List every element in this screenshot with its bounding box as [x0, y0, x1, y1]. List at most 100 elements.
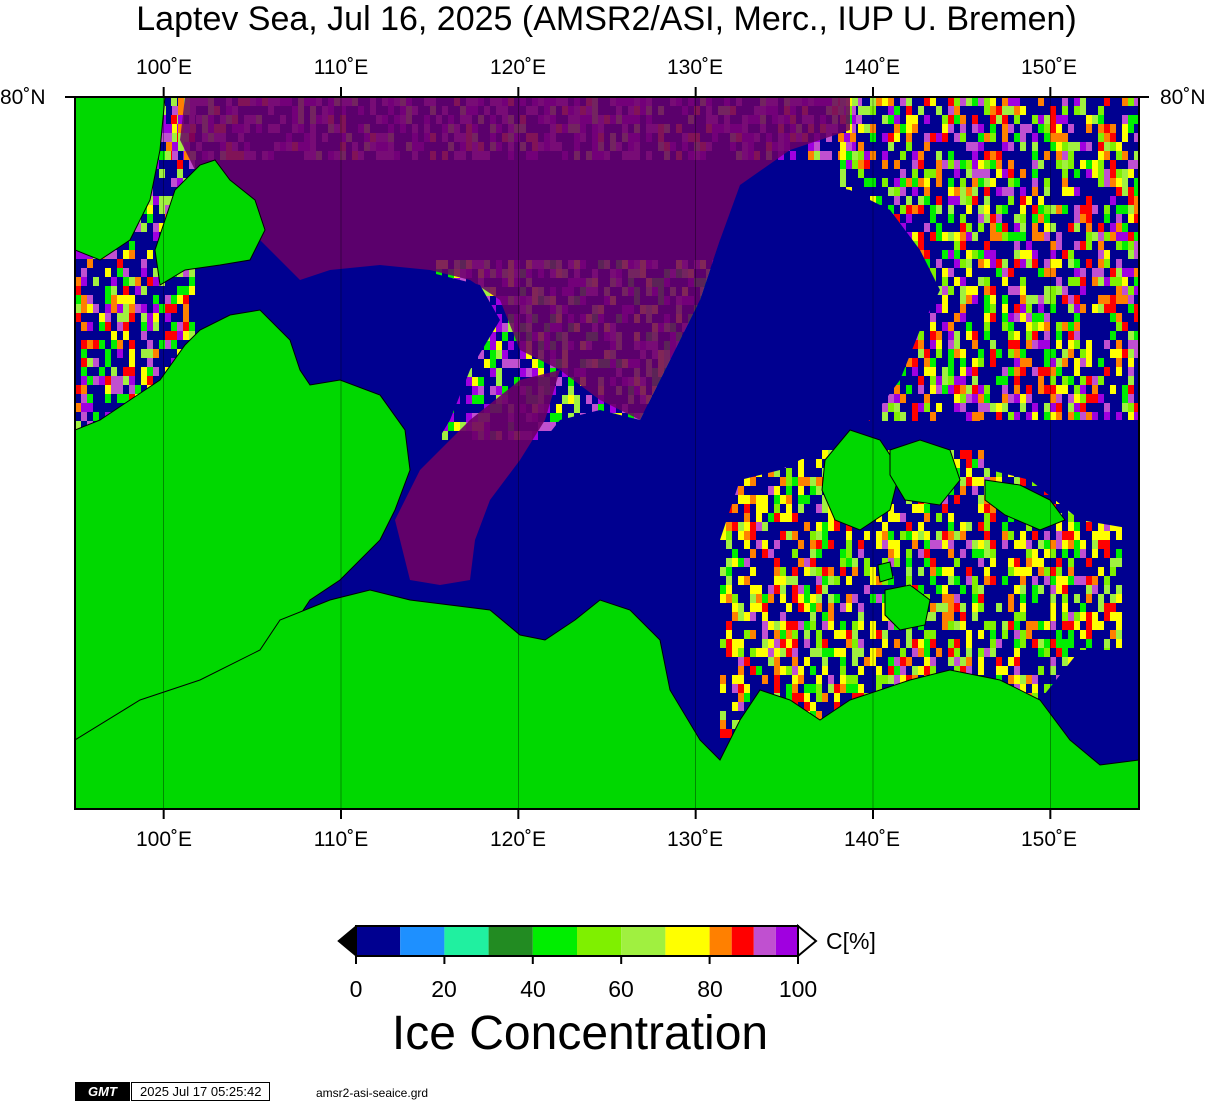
ice-cell — [1032, 549, 1038, 558]
ice-cell — [804, 621, 810, 630]
ice-cell — [984, 576, 990, 585]
ice-cell — [856, 97, 862, 106]
ice-cell — [852, 160, 858, 169]
ice-cell — [1008, 268, 1014, 277]
colorbar-tick: 60 — [608, 976, 634, 1002]
ice-cell — [1068, 295, 1074, 304]
ice-cell — [1080, 540, 1086, 549]
ice-cell — [1038, 97, 1044, 106]
ice-cell — [786, 693, 792, 702]
ice-cell — [1056, 205, 1062, 214]
ice-cell — [726, 621, 732, 630]
ice-cell — [864, 160, 870, 169]
ice-cell — [726, 531, 732, 540]
ice-cell — [798, 675, 804, 684]
ice-cell — [954, 187, 960, 196]
ice-cell — [930, 331, 936, 340]
ice-cell — [942, 367, 948, 376]
ice-cell — [804, 585, 810, 594]
ice-cell — [960, 160, 966, 169]
ice-cell — [105, 304, 111, 313]
ice-cell — [147, 313, 153, 322]
ice-cell — [954, 97, 960, 106]
ice-cell — [1044, 403, 1050, 412]
ice-cell — [1020, 259, 1026, 268]
ice-cell — [876, 594, 882, 603]
ice-cell — [1104, 124, 1110, 133]
ice-cell — [117, 295, 123, 304]
ice-cell — [876, 196, 882, 205]
ice-cell — [816, 486, 822, 495]
ice-cell — [816, 522, 822, 531]
ice-cell — [738, 612, 744, 621]
colorbar-swatch — [444, 926, 489, 956]
ice-cell — [123, 286, 129, 295]
ice-cell — [1014, 540, 1020, 549]
ice-cell — [1044, 115, 1050, 124]
ice-cell — [1068, 160, 1074, 169]
ice-cell — [1128, 169, 1134, 178]
ice-cell — [768, 621, 774, 630]
ice-cell — [1086, 594, 1092, 603]
ice-cell — [954, 241, 960, 250]
ice-cell — [948, 106, 954, 115]
ice-cell — [1074, 214, 1080, 223]
ice-cell — [1002, 115, 1008, 124]
ice-cell — [1008, 594, 1014, 603]
ice-cell — [1050, 250, 1056, 259]
ice-cell — [81, 322, 87, 331]
ice-cell — [948, 340, 954, 349]
ice-cell — [1044, 576, 1050, 585]
ice-cell — [942, 277, 948, 286]
ice-cell — [1098, 522, 1104, 531]
ice-cell — [1134, 232, 1139, 241]
ice-cell — [786, 630, 792, 639]
ice-cell — [912, 340, 918, 349]
ice-cell — [918, 331, 924, 340]
ice-cell — [942, 250, 948, 259]
ice-cell — [786, 486, 792, 495]
ice-cell — [858, 160, 864, 169]
ice-cell — [792, 666, 798, 675]
ice-cell — [1050, 367, 1056, 376]
ice-cell — [1128, 295, 1134, 304]
ice-cell — [840, 549, 846, 558]
ice-cell — [984, 304, 990, 313]
ice-cell — [792, 585, 798, 594]
ice-cell — [1086, 160, 1092, 169]
ice-cell — [780, 513, 786, 522]
ice-cell — [912, 666, 918, 675]
ice-cell — [888, 97, 894, 106]
ice-cell — [1062, 594, 1068, 603]
ice-cell — [1080, 349, 1086, 358]
ice-cell — [1116, 349, 1122, 358]
ice-cell — [762, 621, 768, 630]
ice-cell — [744, 531, 750, 540]
ice-cell — [1110, 313, 1116, 322]
ice-cell — [1056, 358, 1062, 367]
ice-cell — [912, 205, 918, 214]
ice-cell — [966, 459, 972, 468]
ice-cell — [1038, 295, 1044, 304]
ice-cell — [726, 729, 732, 738]
ice-cell — [798, 594, 804, 603]
ice-cell — [942, 232, 948, 241]
ice-cell — [105, 358, 111, 367]
ice-cell — [966, 196, 972, 205]
ice-cell — [936, 151, 942, 160]
ice-cell — [123, 376, 129, 385]
ice-cell — [1128, 115, 1134, 124]
ice-cell — [1056, 648, 1062, 657]
ice-cell — [804, 702, 810, 711]
ice-cell — [1080, 394, 1086, 403]
ice-cell — [948, 151, 954, 160]
ice-cell — [798, 603, 804, 612]
ice-cell — [822, 639, 828, 648]
ice-cell — [990, 648, 996, 657]
lon-tick-top: 100˚E — [135, 56, 193, 79]
ice-cell — [159, 205, 165, 214]
ice-cell — [1134, 340, 1139, 349]
ice-cell — [1038, 160, 1044, 169]
ice-cell — [166, 124, 172, 133]
ice-cell — [1026, 340, 1032, 349]
